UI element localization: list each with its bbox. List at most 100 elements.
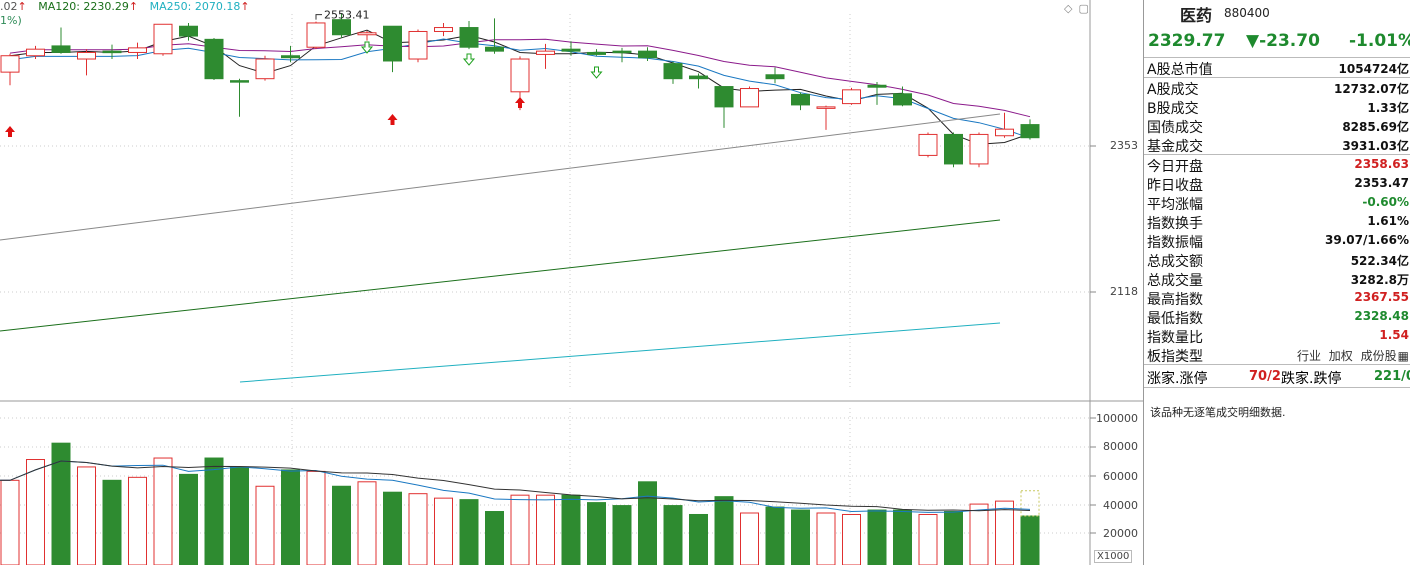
- candle-body: [153, 23, 173, 55]
- index-type-values: 行业 加权 成份股▦: [1293, 347, 1409, 364]
- candle: [281, 45, 300, 63]
- stat-label: 总成交量: [1147, 273, 1203, 289]
- diamond-icon[interactable]: ◇: [1064, 2, 1073, 15]
- stat-label: 基金成交: [1147, 139, 1203, 155]
- stat-label: 国债成交: [1147, 120, 1203, 136]
- candle-body: [204, 38, 224, 80]
- price-change: ▼-23.70: [1246, 31, 1320, 51]
- chart-corner-controls: ◇ ▢: [1058, 2, 1089, 15]
- sell-signal-arrow: [590, 66, 603, 79]
- candle: [0, 53, 20, 86]
- volume-axis-label: 20000: [1103, 527, 1138, 540]
- ma250-up-arrow: ↑: [240, 0, 250, 13]
- current-price: 2329.77: [1148, 31, 1226, 51]
- candle-body: [255, 58, 275, 80]
- candle: [944, 132, 963, 168]
- volume-bar: [153, 457, 173, 565]
- volume-bar: [765, 506, 785, 565]
- candle-body: [510, 58, 530, 93]
- volume-bar: [485, 511, 504, 565]
- volume-bar: [128, 476, 147, 565]
- candle-body: [587, 51, 606, 55]
- stats-table: A股总市值 1054724亿 A股成交 12732.07亿 B股成交 1.33亿 国债成交 8…: [1144, 58, 1410, 346]
- candle: [51, 27, 71, 54]
- index-code: 880400: [1224, 6, 1270, 20]
- candle-body: [485, 46, 504, 52]
- volume-bar: [459, 499, 479, 565]
- decline-label: 跌家.跌停: [1281, 371, 1342, 387]
- stat-label: B股成交: [1147, 101, 1199, 117]
- volume-bar: [638, 481, 657, 565]
- volume-bar: [306, 470, 326, 565]
- index-type-components[interactable]: 成份股: [1360, 349, 1397, 363]
- candle: [740, 86, 759, 108]
- candle: [153, 23, 173, 56]
- volume-bar: [255, 485, 275, 565]
- stat-label: A股总市值: [1147, 62, 1213, 78]
- stat-value: -0.60%: [1362, 195, 1409, 209]
- index-type-industry[interactable]: 行业: [1296, 349, 1321, 363]
- stat-row: 指数振幅 39.07/1.66%: [1144, 231, 1410, 251]
- ma60-line: [0, 113, 1001, 241]
- volume-ma-lines: [0, 460, 1031, 513]
- candle: [893, 86, 912, 107]
- candle: [842, 87, 861, 105]
- candle: [459, 20, 479, 50]
- volume-bar: [536, 494, 555, 565]
- stat-label: 最低指数: [1147, 311, 1203, 327]
- legend-ma120: MA120: 2230.29: [38, 0, 129, 13]
- candle: [816, 105, 836, 130]
- candle: [765, 67, 785, 84]
- volume-bar: [561, 494, 581, 565]
- candle-body: [230, 80, 249, 83]
- candle: [306, 21, 326, 50]
- candle: [357, 30, 377, 41]
- volume-unit-label: X1000: [1094, 550, 1133, 563]
- candle: [332, 13, 351, 39]
- grid-icon[interactable]: ▦: [1397, 349, 1409, 363]
- stat-label: 今日开盘: [1147, 159, 1203, 175]
- ma250-line: [239, 322, 1001, 383]
- candle-body: [179, 25, 198, 37]
- candle: [536, 43, 555, 69]
- stat-row: 指数量比 1.54: [1144, 326, 1410, 346]
- buy-signal-arrow: [387, 114, 398, 125]
- candle: [995, 112, 1014, 138]
- price-axis-label: 2353: [1110, 139, 1138, 152]
- candle: [714, 86, 734, 128]
- volume-axis-label: 80000: [1103, 440, 1138, 453]
- candle: [587, 49, 606, 56]
- volume-bar: [0, 479, 20, 565]
- candle: [102, 44, 122, 60]
- candle-body: [51, 45, 71, 53]
- index-type-weighted[interactable]: 加权: [1328, 349, 1353, 363]
- sell-signal-arrow: [360, 41, 374, 54]
- volume-bar: [204, 457, 224, 565]
- stat-row: 最高指数 2367.55: [1144, 288, 1410, 308]
- candle-body: [357, 32, 377, 36]
- candle-body: [77, 51, 96, 60]
- stat-label: 指数振幅: [1147, 235, 1203, 251]
- volume-bar: [587, 502, 606, 565]
- square-icon[interactable]: ▢: [1078, 2, 1089, 15]
- candle-body: [102, 50, 122, 54]
- stat-value: 8285.69亿: [1342, 120, 1409, 134]
- candle: [128, 42, 147, 60]
- candle: [383, 25, 402, 73]
- stat-value: 1.54: [1379, 328, 1409, 342]
- stat-row: 昨日收盘 2353.47: [1144, 174, 1410, 194]
- candle-body: [689, 75, 708, 80]
- stat-row: 平均涨幅 -0.60%: [1144, 193, 1410, 213]
- candle-body: [1020, 124, 1040, 139]
- stat-value: 1.33亿: [1367, 101, 1409, 115]
- candle: [434, 22, 453, 37]
- volume-bar: [510, 494, 530, 565]
- stat-row: 总成交额 522.34亿: [1144, 250, 1410, 270]
- stat-label: 指数换手: [1147, 216, 1203, 232]
- candle-body: [434, 27, 453, 32]
- kline-chart[interactable]: 2553.41: [0, 0, 1143, 565]
- ma20-line: [9, 38, 1031, 118]
- candle: [663, 61, 683, 84]
- quote-summary: 2329.77 ▼-23.70 -1.01%: [1144, 27, 1410, 58]
- candle-body: [867, 84, 887, 88]
